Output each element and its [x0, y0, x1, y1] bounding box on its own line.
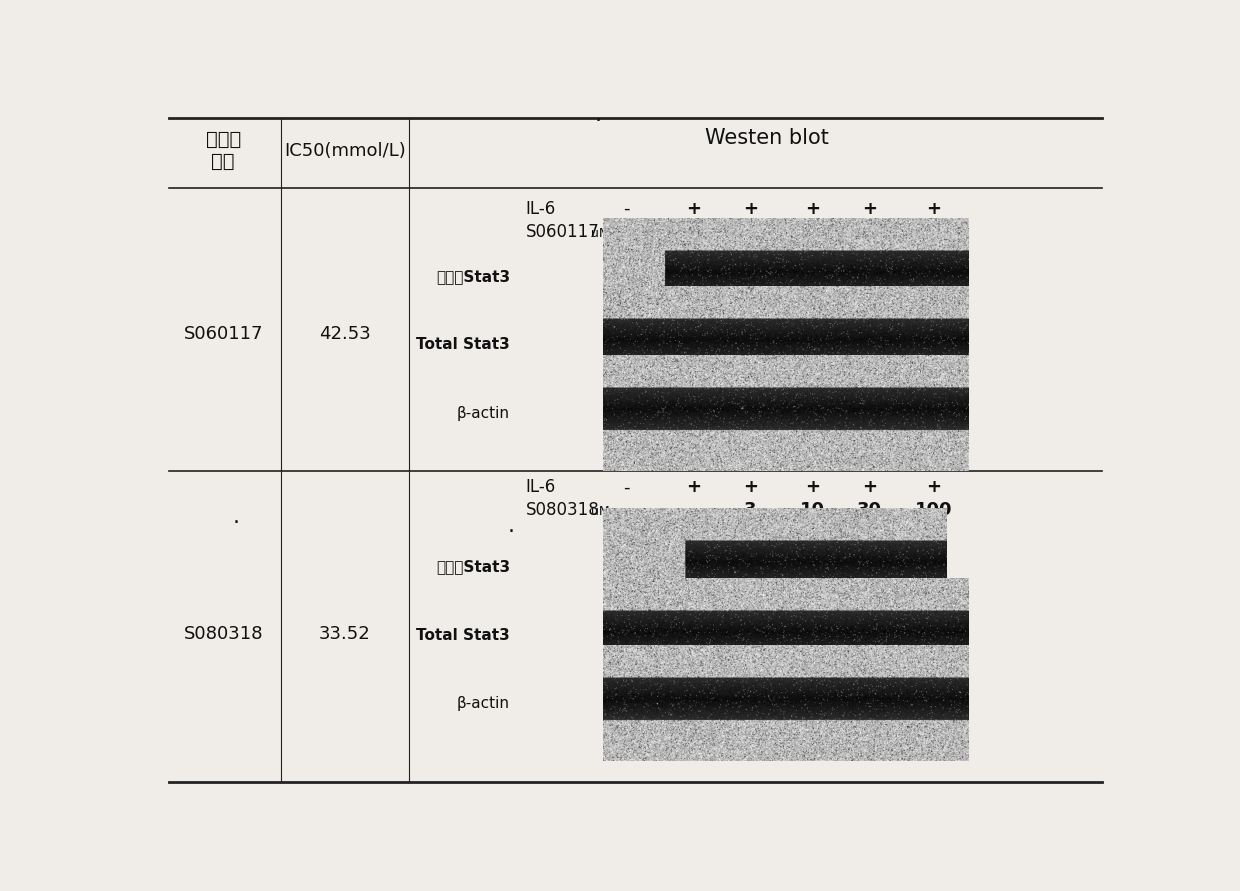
Text: 100: 100	[915, 223, 952, 241]
Text: S080318: S080318	[184, 625, 263, 643]
Text: 100: 100	[915, 502, 952, 519]
Text: +: +	[743, 200, 758, 217]
Text: 化合物
编码: 化合物 编码	[206, 130, 241, 171]
Text: 33.52: 33.52	[319, 625, 371, 643]
Text: 10: 10	[800, 223, 825, 241]
Text: +: +	[926, 478, 941, 496]
Text: 3: 3	[744, 223, 756, 241]
Text: +: +	[862, 200, 877, 217]
Text: S060117: S060117	[526, 223, 599, 241]
Text: -: -	[691, 502, 697, 519]
Text: S080318: S080318	[526, 502, 599, 519]
Text: 10: 10	[800, 502, 825, 519]
Text: 30: 30	[857, 223, 882, 241]
Text: 磷酸化Stat3: 磷酸化Stat3	[435, 560, 510, 574]
Text: +: +	[743, 478, 758, 496]
Text: ·: ·	[595, 110, 601, 131]
Text: Total Stat3: Total Stat3	[417, 337, 510, 352]
Text: Total Stat3: Total Stat3	[417, 628, 510, 643]
Text: IC50(mmol/L): IC50(mmol/L)	[284, 142, 405, 159]
Text: +: +	[805, 200, 820, 217]
Text: 42.53: 42.53	[319, 325, 371, 343]
Text: ·: ·	[508, 522, 515, 542]
Text: ·: ·	[233, 512, 239, 533]
Text: 30: 30	[857, 502, 882, 519]
Text: IL-6: IL-6	[526, 478, 556, 496]
Text: +: +	[862, 478, 877, 496]
Text: β-actin: β-actin	[458, 406, 510, 421]
Text: -: -	[622, 478, 630, 496]
Text: +: +	[926, 200, 941, 217]
Text: Westen blot: Westen blot	[706, 127, 830, 148]
Text: +: +	[686, 200, 701, 217]
Text: +: +	[686, 478, 701, 496]
Text: -: -	[622, 200, 630, 217]
Text: -: -	[691, 223, 697, 241]
Text: +: +	[805, 478, 820, 496]
Text: 磷酸化Stat3: 磷酸化Stat3	[435, 269, 510, 284]
Text: S060117: S060117	[184, 325, 263, 343]
Text: uM: uM	[590, 505, 609, 519]
Text: uM: uM	[590, 226, 609, 240]
Text: -: -	[622, 502, 630, 519]
Text: 3: 3	[744, 502, 756, 519]
Text: IL-6: IL-6	[526, 200, 556, 217]
Text: β-actin: β-actin	[458, 696, 510, 711]
Text: -: -	[622, 223, 630, 241]
